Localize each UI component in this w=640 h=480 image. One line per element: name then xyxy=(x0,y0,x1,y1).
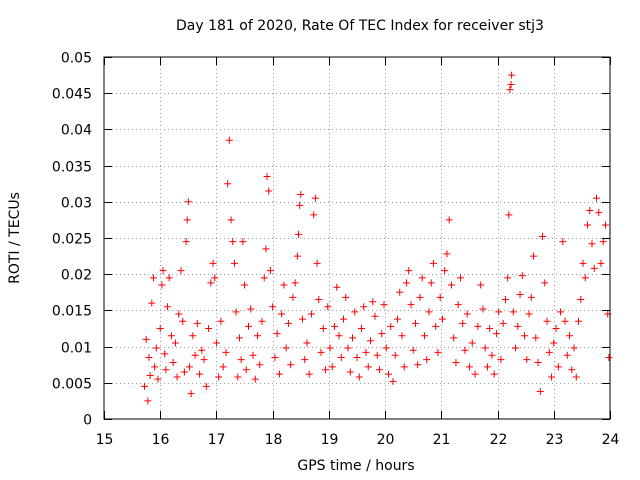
x-tick-label: 19 xyxy=(321,432,339,448)
y-tick-label: 0.01 xyxy=(61,341,92,357)
x-tick-label: 21 xyxy=(433,432,451,448)
y-tick-label: 0.035 xyxy=(52,160,92,176)
x-axis-label: GPS time / hours xyxy=(297,458,414,474)
y-tick-label: 0.015 xyxy=(52,304,92,320)
x-tick-label: 24 xyxy=(602,432,620,448)
y-tick-label: 0.03 xyxy=(61,196,92,212)
y-tick-label: 0.045 xyxy=(52,87,92,103)
chart-title: Day 181 of 2020, Rate Of TEC Index for r… xyxy=(176,18,544,34)
y-tick-label: 0.04 xyxy=(61,123,92,139)
x-tick-label: 15 xyxy=(96,432,114,448)
y-tick-label: 0.02 xyxy=(61,268,92,284)
x-tick-label: 20 xyxy=(377,432,395,448)
y-tick-label: 0.005 xyxy=(52,377,92,393)
x-tick-label: 16 xyxy=(152,432,170,448)
y-tick-label: 0.05 xyxy=(61,51,92,67)
y-tick-label: 0.025 xyxy=(52,232,92,248)
y-tick-label: 0 xyxy=(83,413,92,429)
y-axis-label: ROTI / TECUs xyxy=(7,192,23,284)
x-tick-label: 17 xyxy=(208,432,226,448)
chart-background xyxy=(0,0,640,480)
x-tick-label: 22 xyxy=(490,432,508,448)
roti-scatter-chart: Day 181 of 2020, Rate Of TEC Index for r… xyxy=(0,0,640,480)
x-tick-label: 23 xyxy=(546,432,564,448)
x-tick-label: 18 xyxy=(265,432,283,448)
